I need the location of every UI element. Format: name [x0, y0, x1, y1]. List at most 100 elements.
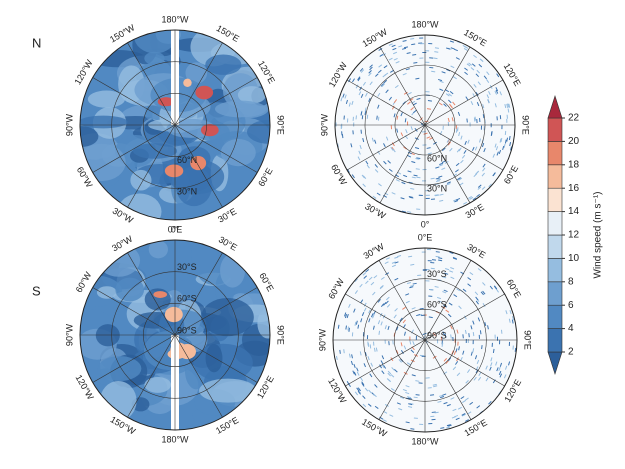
- wind-vector: [474, 146, 478, 151]
- wind-vector: [443, 402, 448, 405]
- wind-vector: [415, 158, 420, 160]
- wind-vector: [448, 99, 452, 104]
- wind-vector: [351, 354, 353, 359]
- wind-vector: [402, 324, 406, 329]
- wind-vector: [360, 299, 364, 304]
- wind-vector: [416, 97, 421, 101]
- wind-vector: [391, 192, 396, 195]
- wind-vector: [363, 363, 367, 368]
- wind-vector: [375, 73, 379, 77]
- wind-vector: [359, 351, 362, 356]
- colorbar-band: [547, 328, 563, 353]
- polar-panel: 0°E30°E60°E90°E120°E150°E180°W150°W120°W…: [64, 224, 286, 444]
- field-blob: [201, 297, 254, 337]
- wind-vector: [407, 397, 412, 400]
- wind-vector: [469, 272, 474, 276]
- panel-border: [332, 247, 518, 433]
- wind-vector: [387, 372, 391, 377]
- colorbar-tick-label: 12: [568, 230, 580, 241]
- wind-vector: [456, 177, 461, 181]
- wind-vector: [478, 372, 482, 376]
- meridian: [127, 42, 223, 208]
- wind-vector: [392, 148, 396, 153]
- wind-vector: [391, 264, 396, 268]
- polar-panel: 0°E30°E60°E90°E120°E150°E180°W150°W120°W…: [317, 232, 532, 446]
- meridian: [127, 252, 223, 418]
- wind-vector: [507, 108, 510, 113]
- wind-vector: [337, 324, 340, 329]
- wind-vector: [409, 196, 414, 199]
- wind-vector: [372, 195, 377, 199]
- wind-vector: [475, 73, 480, 78]
- wind-vector: [506, 103, 509, 108]
- wind-vector: [487, 99, 490, 104]
- row-label: N: [32, 35, 41, 50]
- wind-vector: [481, 186, 486, 190]
- wind-vector: [452, 257, 458, 260]
- field-blob: [200, 124, 219, 137]
- wind-vector: [407, 151, 412, 155]
- wind-vector: [369, 373, 373, 378]
- wind-vector: [406, 52, 411, 54]
- wind-vector: [499, 373, 503, 378]
- wind-vector: [439, 199, 444, 202]
- wind-vector: [402, 388, 407, 392]
- wind-vector: [384, 192, 389, 196]
- colorbar-tick-label: 6: [568, 300, 574, 311]
- colorbar-tick-label: 16: [568, 183, 580, 194]
- wind-vector: [412, 282, 417, 285]
- wind-vector: [410, 187, 415, 190]
- wind-vector: [453, 294, 458, 298]
- wind-vector: [391, 105, 395, 110]
- wind-vector: [508, 318, 511, 323]
- wind-vector: [367, 403, 372, 407]
- wind-vector: [500, 137, 503, 143]
- lat-label: 90°S: [177, 325, 197, 335]
- wind-vector: [408, 196, 413, 198]
- wind-vector: [477, 186, 482, 190]
- lon-label: 90°E: [276, 325, 286, 345]
- wind-vector: [466, 63, 471, 67]
- wind-vector: [509, 310, 512, 315]
- wind-vector: [470, 101, 474, 106]
- lat-label: 30°N: [177, 187, 197, 197]
- wind-vector: [458, 132, 461, 137]
- wind-vector: [504, 104, 507, 109]
- colorbar-band: [547, 258, 563, 283]
- wind-vector: [481, 142, 485, 148]
- wind-vector: [404, 331, 406, 336]
- wind-vector: [360, 93, 364, 98]
- wind-vector: [362, 175, 367, 180]
- wind-vector: [362, 138, 365, 143]
- wind-vector: [467, 277, 472, 281]
- wind-vector: [462, 350, 465, 355]
- colorbar-tick-label: 18: [568, 159, 580, 170]
- wind-vector: [381, 364, 385, 369]
- wind-vector: [503, 143, 506, 148]
- wind-vector: [391, 367, 395, 371]
- wind-vector: [488, 183, 492, 188]
- colorbar-tick-label: 8: [568, 276, 574, 287]
- wind-vector: [456, 148, 460, 153]
- wind-vector: [448, 302, 453, 306]
- wind-vector: [444, 272, 449, 275]
- field-blob: [237, 86, 267, 104]
- wind-vector: [365, 269, 370, 273]
- lon-label: 30°E: [217, 234, 239, 252]
- wind-vector: [413, 396, 418, 399]
- wind-vector: [377, 299, 381, 303]
- field-blob: [87, 90, 126, 108]
- meridian: [378, 260, 472, 420]
- lon-label: 60°E: [257, 271, 275, 293]
- wind-vector: [468, 62, 472, 66]
- wind-vector: [499, 91, 502, 96]
- lon-label: 180°W: [411, 436, 439, 446]
- wind-vector: [475, 92, 479, 96]
- polar-panel: 180°W150°E120°E90°E60°E30°E0°30°W60°W90°…: [64, 14, 285, 234]
- wind-vector: [395, 61, 400, 64]
- wind-vector: [385, 296, 390, 301]
- wind-vector: [508, 103, 511, 108]
- wind-vector: [509, 141, 512, 147]
- wind-vector: [482, 290, 486, 295]
- wind-vector: [401, 181, 406, 185]
